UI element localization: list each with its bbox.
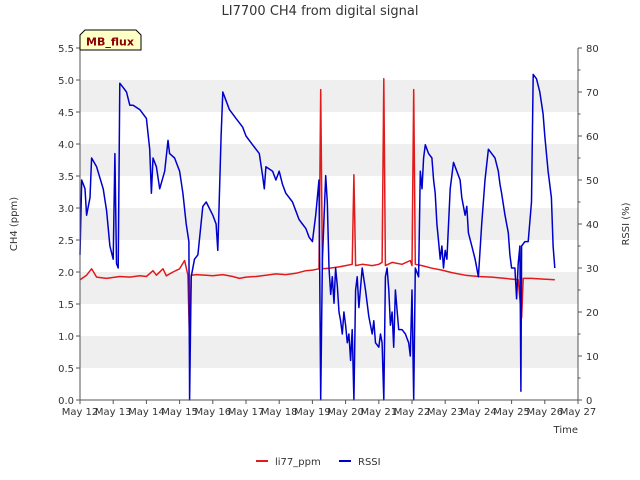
y2-tick-label: 30 bbox=[586, 264, 599, 275]
grid-band bbox=[80, 80, 578, 112]
axes: 0.0 0.5 1.0 1.5 2.0 2.5 3.0 3.5 4.0 4.5 5.0 5.5 0 10 2… bbox=[58, 44, 599, 418]
grid-bands bbox=[80, 48, 578, 400]
y-tick-label: 5.5 bbox=[58, 44, 74, 55]
x-tick-label: May 22 bbox=[394, 407, 431, 418]
site-badge: MB_flux bbox=[79, 29, 142, 51]
x-tick-label: May 27 bbox=[560, 407, 597, 418]
y2-tick-label: 80 bbox=[586, 44, 599, 55]
grid-band bbox=[80, 304, 578, 336]
series-lines bbox=[79, 73, 556, 401]
y-axis-label: CH4 (ppm) bbox=[9, 197, 20, 251]
grid-band bbox=[80, 208, 578, 240]
legend-item-rssi: RSSI bbox=[339, 457, 381, 468]
x-tick-label: May 20 bbox=[327, 407, 364, 418]
legend-item-li77-ppm: li77_ppm bbox=[256, 457, 321, 468]
legend-label-li77-ppm: li77_ppm bbox=[275, 457, 321, 468]
grid-band bbox=[80, 368, 578, 400]
y-tick-label: 5.0 bbox=[58, 76, 74, 87]
series-line-li77-ppm bbox=[79, 77, 555, 347]
x-tick-label: May 18 bbox=[261, 407, 298, 418]
y-tick-label: 1.0 bbox=[58, 332, 74, 343]
x-tick-label: May 16 bbox=[195, 407, 232, 418]
y-tick-label: 3.5 bbox=[58, 172, 74, 183]
y-tick-label: 4.5 bbox=[58, 108, 74, 119]
y-tick-label: 0.0 bbox=[58, 396, 74, 407]
y-tick-label: 4.0 bbox=[58, 140, 74, 151]
y-tick-label: 2.5 bbox=[58, 236, 74, 247]
x-axis-label: Time bbox=[553, 425, 578, 436]
x-tick-label: May 26 bbox=[527, 407, 564, 418]
y2-tick-label: 0 bbox=[586, 396, 592, 407]
site-badge-text: MB_flux bbox=[86, 36, 134, 49]
y2-axis-label: RSSI (%) bbox=[621, 202, 632, 245]
x-tick-label: May 14 bbox=[128, 407, 165, 418]
y2-tick-label: 60 bbox=[586, 132, 599, 143]
y2-tick-label: 10 bbox=[586, 352, 599, 363]
y2-tick-label: 20 bbox=[586, 308, 599, 319]
legend: li77_ppm RSSI bbox=[256, 457, 381, 468]
y-tick-label: 2.0 bbox=[58, 268, 74, 279]
x-tick-label: May 17 bbox=[228, 407, 265, 418]
grid-band bbox=[80, 336, 578, 368]
y2-tick-label: 40 bbox=[586, 220, 599, 231]
grid-band bbox=[80, 144, 578, 176]
y2-tick-label: 70 bbox=[586, 88, 599, 99]
y2-tick-label: 50 bbox=[586, 176, 599, 187]
grid-band bbox=[80, 176, 578, 208]
grid-band bbox=[80, 48, 578, 80]
x-tick-label: May 19 bbox=[294, 407, 331, 418]
x-tick-label: May 12 bbox=[62, 407, 99, 418]
x-tick-label: May 15 bbox=[161, 407, 198, 418]
y-tick-label: 1.5 bbox=[58, 300, 74, 311]
x-tick-label: May 25 bbox=[493, 407, 530, 418]
legend-label-rssi: RSSI bbox=[358, 457, 381, 468]
x-tick-label: May 24 bbox=[460, 407, 497, 418]
x-tick-label: May 23 bbox=[427, 407, 464, 418]
series-line-rssi bbox=[79, 73, 556, 401]
y-tick-label: 0.5 bbox=[58, 364, 74, 375]
grid-band bbox=[80, 112, 578, 144]
chart-title: LI7700 CH4 from digital signal bbox=[222, 4, 419, 19]
x-tick-label: May 21 bbox=[361, 407, 398, 418]
y-tick-label: 3.0 bbox=[58, 204, 74, 215]
x-tick-label: May 13 bbox=[95, 407, 132, 418]
